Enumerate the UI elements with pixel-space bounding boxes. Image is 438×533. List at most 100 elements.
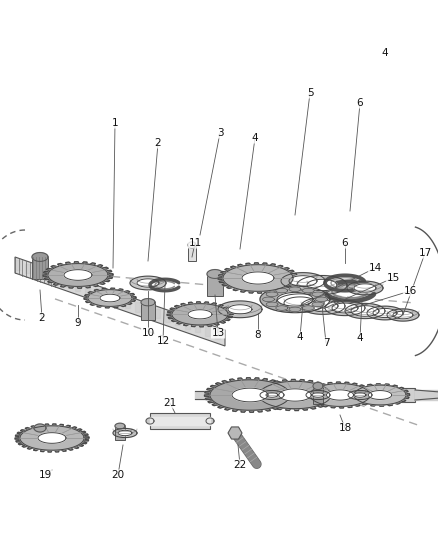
Text: 20: 20: [111, 470, 124, 480]
Text: 15: 15: [386, 273, 399, 283]
Text: 19: 19: [39, 470, 52, 480]
Text: 6: 6: [357, 98, 363, 108]
Text: 5: 5: [307, 88, 313, 98]
Polygon shape: [118, 430, 132, 435]
Text: 4: 4: [381, 48, 389, 58]
Polygon shape: [206, 418, 214, 424]
Polygon shape: [137, 279, 159, 287]
Polygon shape: [302, 306, 314, 310]
Polygon shape: [347, 281, 383, 295]
Polygon shape: [284, 297, 316, 309]
Polygon shape: [141, 302, 155, 320]
Polygon shape: [167, 302, 233, 327]
Text: 13: 13: [212, 328, 225, 338]
Polygon shape: [307, 279, 337, 290]
Text: 7: 7: [323, 338, 329, 348]
Text: 11: 11: [188, 238, 201, 248]
Polygon shape: [297, 276, 347, 295]
Polygon shape: [34, 428, 46, 448]
Polygon shape: [218, 263, 298, 293]
Polygon shape: [302, 288, 314, 293]
Polygon shape: [207, 274, 223, 296]
Polygon shape: [242, 272, 274, 284]
Polygon shape: [266, 393, 278, 397]
Polygon shape: [205, 378, 296, 413]
Polygon shape: [188, 245, 196, 261]
Polygon shape: [276, 294, 324, 312]
Polygon shape: [141, 298, 155, 306]
Text: 17: 17: [418, 248, 431, 258]
Polygon shape: [263, 297, 275, 302]
Polygon shape: [313, 386, 323, 404]
Polygon shape: [218, 301, 262, 318]
Polygon shape: [279, 389, 311, 401]
Polygon shape: [146, 418, 154, 424]
Polygon shape: [316, 297, 328, 302]
Text: 4: 4: [297, 332, 303, 342]
Text: 12: 12: [156, 336, 170, 346]
Polygon shape: [228, 427, 242, 439]
Polygon shape: [266, 292, 278, 296]
Polygon shape: [84, 288, 136, 308]
Polygon shape: [367, 306, 403, 320]
Polygon shape: [115, 426, 125, 440]
Polygon shape: [289, 276, 317, 286]
Polygon shape: [354, 393, 366, 397]
Text: 21: 21: [163, 398, 177, 408]
Polygon shape: [113, 429, 137, 438]
Polygon shape: [260, 391, 284, 400]
Polygon shape: [259, 381, 331, 409]
Polygon shape: [310, 384, 370, 406]
Polygon shape: [387, 309, 419, 321]
Polygon shape: [266, 302, 278, 306]
Text: 4: 4: [357, 333, 363, 343]
Polygon shape: [326, 390, 353, 400]
Polygon shape: [48, 264, 108, 286]
Polygon shape: [100, 294, 120, 302]
Polygon shape: [228, 305, 252, 314]
Polygon shape: [188, 242, 196, 248]
Polygon shape: [172, 304, 228, 325]
Polygon shape: [332, 303, 358, 313]
Polygon shape: [32, 253, 48, 261]
Polygon shape: [306, 382, 374, 408]
Text: 4: 4: [252, 133, 258, 143]
Text: 2: 2: [39, 313, 45, 323]
Polygon shape: [313, 382, 323, 390]
Polygon shape: [393, 311, 413, 319]
Polygon shape: [130, 276, 166, 290]
Polygon shape: [325, 301, 365, 316]
Text: 16: 16: [403, 286, 417, 296]
Polygon shape: [351, 306, 379, 316]
Polygon shape: [276, 306, 288, 310]
Polygon shape: [64, 270, 92, 280]
Text: 10: 10: [141, 328, 155, 338]
Polygon shape: [301, 297, 345, 314]
Polygon shape: [210, 380, 290, 410]
Polygon shape: [312, 292, 324, 296]
Polygon shape: [43, 262, 113, 288]
Polygon shape: [150, 417, 210, 425]
Polygon shape: [308, 300, 338, 312]
Polygon shape: [348, 391, 372, 400]
Polygon shape: [312, 302, 324, 306]
Polygon shape: [345, 303, 385, 319]
Polygon shape: [20, 426, 84, 450]
Polygon shape: [312, 393, 324, 397]
Polygon shape: [306, 391, 330, 400]
Polygon shape: [289, 287, 301, 292]
Text: 22: 22: [233, 460, 247, 470]
Polygon shape: [115, 423, 125, 429]
Polygon shape: [15, 257, 225, 346]
Text: 1: 1: [112, 118, 118, 128]
Polygon shape: [276, 288, 288, 293]
Text: 3: 3: [217, 128, 223, 138]
Polygon shape: [254, 379, 336, 410]
Polygon shape: [223, 265, 293, 292]
Text: 8: 8: [254, 330, 261, 340]
Polygon shape: [350, 384, 410, 406]
Polygon shape: [354, 284, 376, 292]
Polygon shape: [260, 286, 330, 313]
Polygon shape: [218, 388, 415, 402]
Text: 2: 2: [155, 138, 161, 148]
